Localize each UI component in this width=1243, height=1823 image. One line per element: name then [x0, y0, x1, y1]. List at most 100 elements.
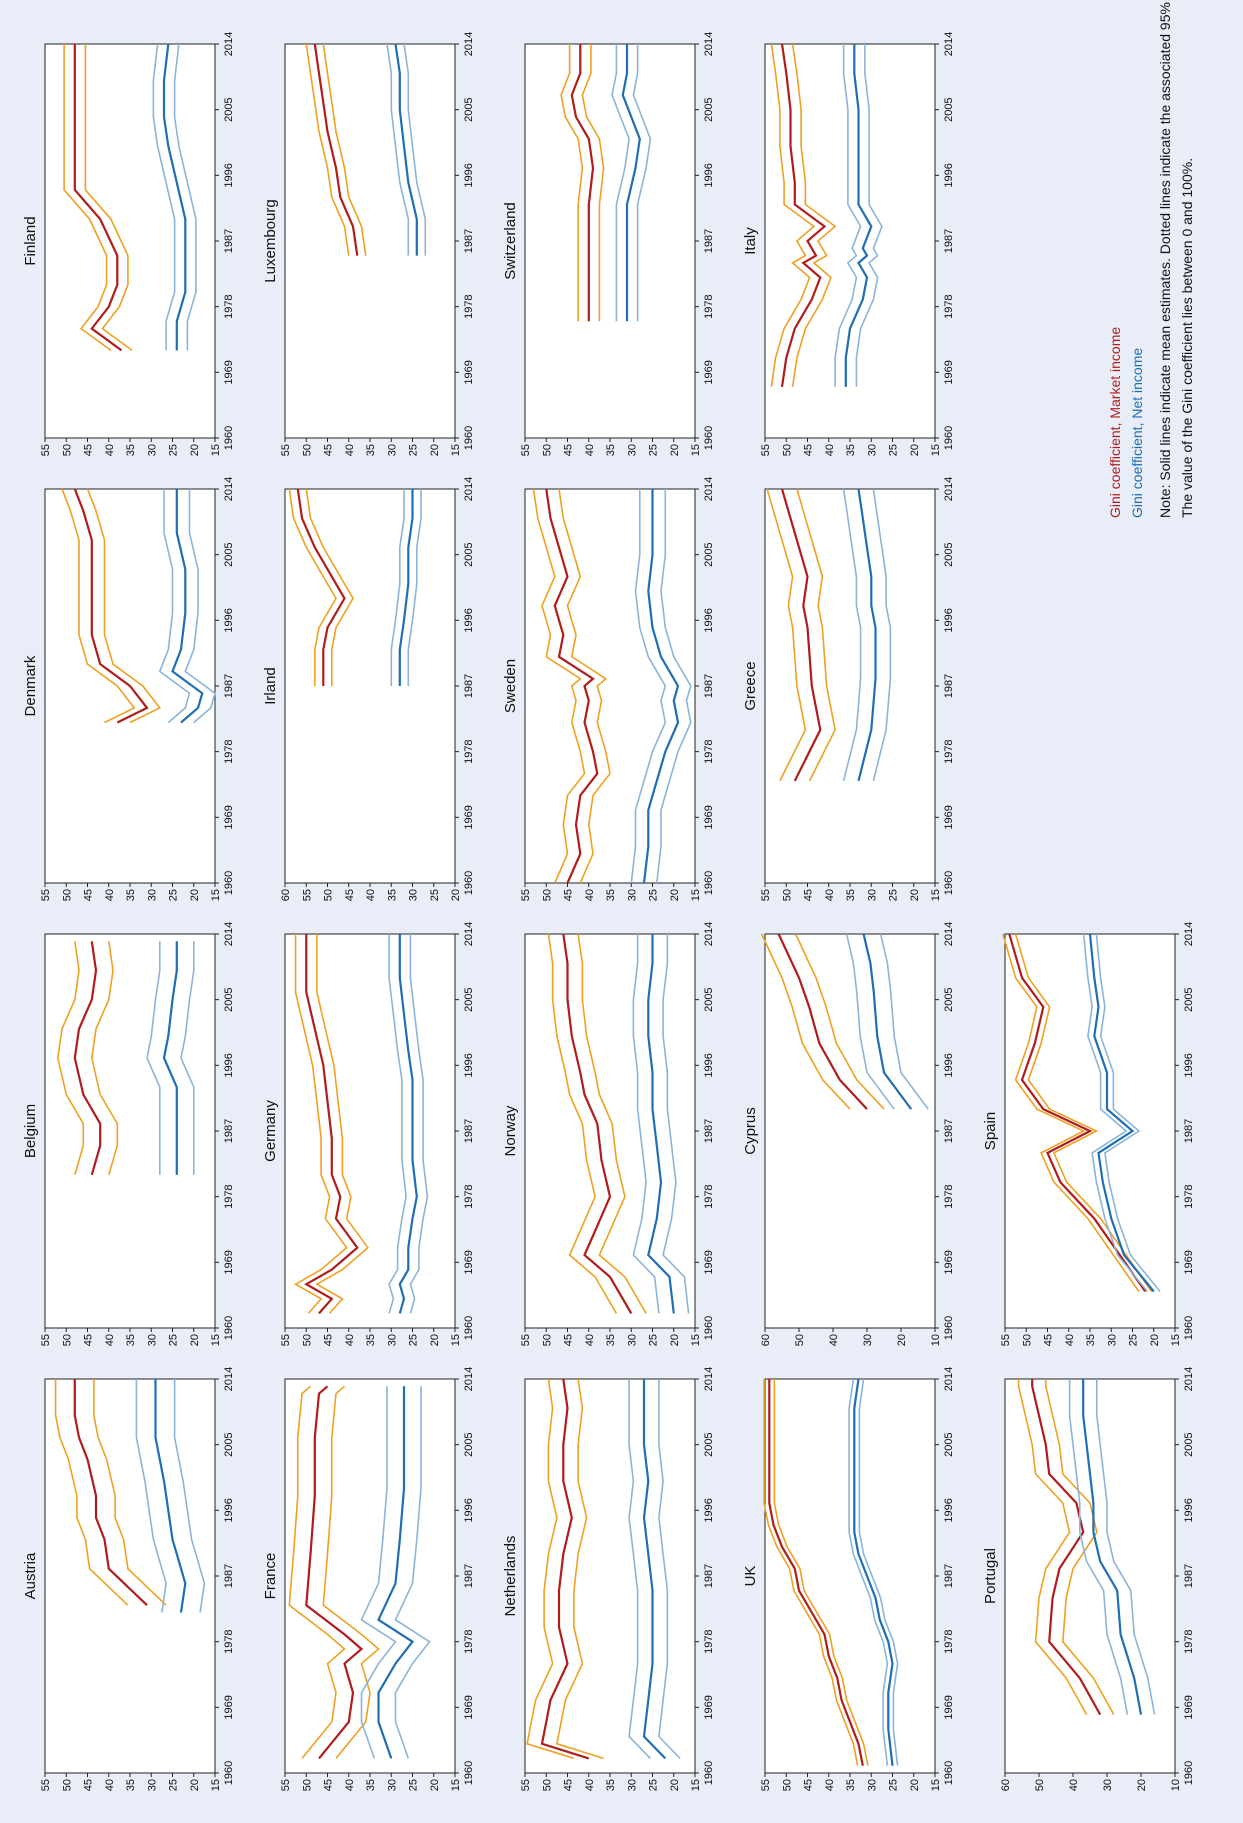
x-tick-label: 1978 [943, 1629, 955, 1653]
market-mean-line [73, 941, 102, 1176]
y-tick-label: 55 [760, 444, 772, 456]
x-tick-label: 2005 [463, 987, 475, 1011]
market-mean-line [777, 933, 868, 1110]
y-tick-label: 40 [104, 1779, 116, 1791]
market-ci-upper [63, 44, 112, 352]
y-tick-label: 20 [189, 889, 201, 901]
market-ci-upper [560, 44, 584, 322]
x-tick-label: 1960 [463, 1761, 475, 1785]
y-tick-label: 55 [280, 444, 292, 456]
market-mean-line [73, 1379, 148, 1606]
market-ci-lower [322, 1385, 380, 1759]
panel-title: Spain [982, 1112, 999, 1150]
net-ci-lower [180, 941, 195, 1175]
y-tick-label: 40 [1064, 1334, 1076, 1346]
x-tick-label: 1960 [703, 871, 715, 895]
y-tick-label: 50 [61, 1334, 73, 1346]
x-tick-label: 1996 [943, 1053, 955, 1077]
x-tick-label: 1960 [943, 871, 955, 895]
net-mean-line [844, 44, 873, 387]
y-tick-label: 55 [520, 444, 532, 456]
y-tick-label: 50 [781, 1779, 793, 1791]
net-ci-lower [173, 1379, 206, 1613]
y-tick-label: 15 [450, 1779, 462, 1791]
panel-spain: Spain 15 20 25 30 35 40 45 50 55 1960 1969 1978 1987 1… [982, 922, 1195, 1346]
x-tick-label: 1960 [703, 1316, 715, 1340]
panel-title: Italy [742, 227, 759, 255]
net-ci-lower [184, 489, 216, 724]
net-ci-lower [879, 933, 929, 1110]
net-ci-lower [662, 934, 690, 1314]
legend-market: Gini coefficient, Market income [1107, 327, 1123, 518]
x-tick-label: 1996 [943, 163, 955, 187]
y-tick-label: 50 [61, 889, 73, 901]
y-tick-label: 35 [1085, 1334, 1097, 1346]
y-tick-label: 50 [541, 889, 553, 901]
y-tick-label: 55 [40, 1779, 52, 1791]
y-tick-label: 20 [450, 889, 462, 901]
net-ci-upper [1068, 1379, 1129, 1715]
x-tick-label: 2014 [463, 32, 475, 56]
net-mean-line [857, 488, 877, 782]
y-tick-label: 45 [83, 444, 95, 456]
x-tick-label: 1960 [223, 1761, 235, 1785]
y-tick-label: 15 [690, 1334, 702, 1346]
x-tick-label: 1969 [223, 1250, 235, 1274]
y-tick-label: 30 [386, 444, 398, 456]
net-ci-lower [656, 489, 692, 884]
y-tick-label: 15 [930, 444, 942, 456]
y-tick-label: 50 [1021, 1334, 1033, 1346]
y-tick-label: 30 [626, 444, 638, 456]
x-tick-label: 1987 [463, 229, 475, 253]
x-tick-label: 1978 [703, 739, 715, 763]
y-tick-label: 35 [605, 1779, 617, 1791]
net-ci-upper [152, 43, 176, 351]
plot-area [524, 488, 696, 884]
net-ci-upper [632, 934, 660, 1314]
x-tick-label: 1969 [703, 1250, 715, 1274]
x-tick-label: 1978 [943, 739, 955, 763]
y-tick-label: 30 [862, 1334, 874, 1346]
x-tick-label: 2005 [223, 97, 235, 121]
y-tick-label: 45 [83, 889, 95, 901]
panel-title: Denmark [22, 655, 39, 716]
market-ci-lower [305, 488, 354, 686]
net-mean-line [647, 934, 675, 1314]
net-mean-line [377, 1386, 415, 1759]
y-tick-label: 15 [690, 1779, 702, 1791]
x-tick-label: 2005 [703, 1432, 715, 1456]
x-tick-label: 1978 [463, 1184, 475, 1208]
y-tick-label: 55 [1000, 1334, 1012, 1346]
net-ci-lower [632, 44, 652, 322]
y-tick-label: 45 [323, 1334, 335, 1346]
panel-cyprus: Cyprus 10 20 30 40 50 60 1960 1969 1978 1987 1996 20… [742, 922, 955, 1346]
plot-area [524, 43, 696, 439]
x-tick-label: 2014 [223, 32, 235, 56]
y-tick-label: 20 [1136, 1779, 1148, 1791]
panel-finland: Finland 15 20 25 30 35 40 45 50 55 1960 1969 1978 198… [22, 32, 235, 456]
plot-area [44, 1378, 216, 1774]
y-tick-label: 30 [1102, 1779, 1114, 1791]
x-tick-label: 1987 [703, 1119, 715, 1143]
y-tick-label: 20 [669, 1334, 681, 1346]
panel-title: Portugal [982, 1548, 999, 1604]
y-tick-label: 50 [301, 1779, 313, 1791]
net-mean-line [621, 44, 641, 322]
market-mean-line [768, 1379, 864, 1766]
y-tick-label: 45 [803, 1779, 815, 1791]
market-ci-lower [322, 43, 367, 256]
y-tick-label: 20 [909, 889, 921, 901]
x-tick-label: 2014 [943, 1367, 955, 1391]
market-ci-upper [766, 488, 807, 782]
x-tick-label: 2005 [463, 1432, 475, 1456]
net-ci-upper [360, 1386, 397, 1759]
y-tick-label: 25 [408, 1334, 420, 1346]
market-mean-line [73, 44, 123, 352]
y-tick-label: 50 [541, 444, 553, 456]
y-tick-label: 45 [83, 1779, 95, 1791]
x-tick-label: 1987 [463, 1119, 475, 1143]
y-tick-label: 50 [61, 444, 73, 456]
y-tick-label: 20 [429, 444, 441, 456]
x-tick-label: 1969 [223, 360, 235, 384]
